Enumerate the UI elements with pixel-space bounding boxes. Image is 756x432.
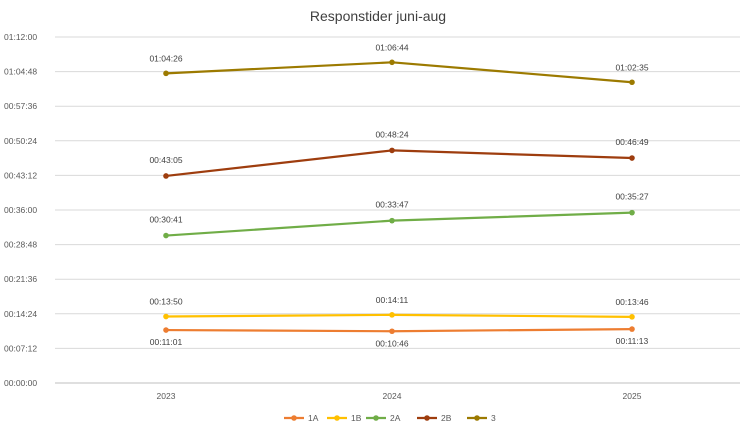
series-1b-point	[389, 312, 395, 318]
series-1a-point	[629, 326, 635, 332]
series-3	[163, 59, 635, 86]
legend-label: 3	[491, 413, 496, 423]
x-tick-label: 2023	[157, 391, 176, 401]
series-2b-data-label: 00:48:24	[375, 129, 408, 139]
series-2b	[163, 147, 635, 179]
legend-item-2a: 2A	[366, 413, 401, 423]
series-1a-point	[389, 328, 395, 335]
series-3-point	[389, 59, 395, 66]
series-1b-data-label: 00:13:50	[149, 297, 182, 307]
y-tick-label: 00:36:00	[4, 205, 37, 215]
legend-marker	[424, 415, 430, 421]
x-axis-ticks: 2023 2024 2025	[157, 391, 642, 401]
legend: 1A 1B 2A 2B 3	[284, 413, 496, 423]
legend-marker	[373, 415, 379, 421]
series-1b-data-label: 00:14:11	[376, 295, 409, 305]
series-1a-data-label: 00:11:01	[150, 337, 183, 347]
y-tick-label: 00:00:00	[4, 378, 37, 388]
x-tick-label: 2025	[623, 391, 642, 401]
series-1a	[163, 326, 635, 335]
y-tick-label: 00:14:24	[4, 309, 37, 319]
series-1a-line	[165, 327, 633, 333]
legend-label: 2B	[441, 413, 452, 423]
series-2a-point	[389, 217, 395, 224]
chart-title: Responstider juni-aug	[310, 8, 446, 24]
series-2b-line	[165, 149, 633, 178]
legend-item-1a: 1A	[284, 413, 319, 423]
series-2b-point	[163, 173, 169, 179]
legend-label: 1B	[351, 413, 362, 423]
legend-marker	[334, 415, 340, 421]
series-3-data-label: 01:06:44	[375, 42, 408, 52]
y-tick-label: 00:57:36	[4, 101, 37, 111]
series-2a-data-label: 00:35:27	[615, 192, 648, 202]
legend-item-1b: 1B	[327, 413, 362, 423]
series-2a-point	[163, 232, 169, 239]
series-lines	[163, 59, 635, 335]
y-tick-label: 00:21:36	[4, 274, 37, 284]
series-3-data-label: 01:02:35	[615, 62, 648, 72]
legend-marker	[474, 415, 480, 421]
series-1b-point	[163, 313, 169, 320]
series-2b-data-label: 00:43:05	[149, 155, 182, 165]
series-1b-data-label: 00:13:46	[615, 297, 648, 307]
data-labels: 00:11:01 00:10:46 00:11:13 00:13:50 00:14:11…	[149, 42, 648, 348]
series-3-data-label: 01:04:26	[149, 53, 182, 63]
series-2a-data-label: 00:33:47	[375, 200, 408, 210]
legend-label: 2A	[390, 413, 401, 423]
legend-label: 1A	[308, 413, 319, 423]
series-3-point	[629, 79, 635, 86]
y-tick-label: 01:12:00	[4, 32, 37, 42]
y-tick-label: 00:43:12	[4, 170, 37, 180]
series-2a	[163, 209, 635, 239]
legend-marker	[291, 415, 297, 421]
legend-item-3: 3	[467, 413, 496, 423]
series-2b-point	[629, 155, 635, 161]
series-2a-data-label: 00:30:41	[149, 215, 182, 225]
series-1b-line	[165, 313, 633, 318]
y-tick-label: 00:07:12	[4, 343, 37, 353]
series-1a-data-label: 00:10:46	[375, 338, 408, 348]
series-1a-point	[163, 327, 169, 333]
y-tick-label: 00:50:24	[4, 136, 37, 146]
y-axis-ticks: 00:00:00 00:07:12 00:14:24 00:21:36 00:28:48…	[4, 32, 37, 388]
y-tick-label: 00:28:48	[4, 240, 37, 250]
series-2b-point	[389, 147, 395, 154]
series-3-line	[165, 61, 633, 84]
series-1b	[163, 312, 635, 320]
series-2a-line	[165, 211, 633, 237]
x-tick-label: 2024	[383, 391, 402, 401]
y-tick-label: 01:04:48	[4, 67, 37, 77]
series-3-point	[163, 70, 169, 77]
legend-item-2b: 2B	[417, 413, 452, 423]
series-2a-point	[629, 209, 635, 216]
series-1a-data-label: 00:11:13	[616, 336, 649, 346]
series-2b-data-label: 00:46:49	[615, 137, 648, 147]
series-1b-point	[629, 314, 635, 320]
